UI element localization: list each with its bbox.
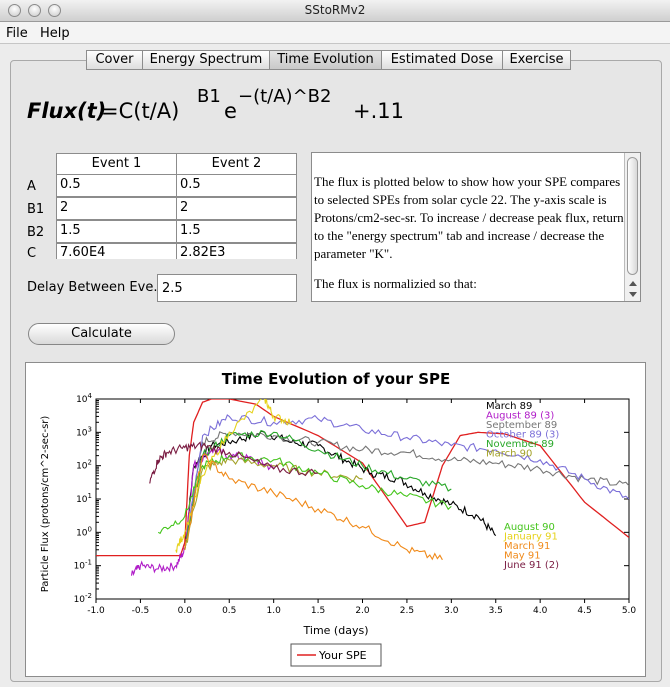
delay-label: Delay Between Eve... [27, 280, 166, 295]
x-tick-label: 1.0 [267, 606, 282, 616]
tab-exercise[interactable]: Exercise [502, 50, 571, 70]
x-tick-label: -1.0 [87, 606, 105, 616]
y-axis-label: Particle Flux (protons/cm^2-sec-sr) [40, 416, 51, 593]
event-label: May 91 [504, 551, 541, 562]
event2-b1-input[interactable]: 2 [176, 197, 297, 220]
plot-frame [95, 398, 630, 600]
chart-legend: Your SPE [290, 643, 382, 667]
menu-bar: File Help [0, 22, 670, 44]
y-tick-label: 10-2 [74, 592, 92, 605]
description-text-area[interactable]: The flux is plotted below to show how yo… [311, 152, 641, 302]
scroll-arrows-icon[interactable] [626, 279, 640, 299]
window-titlebar: SStoRMv2 [0, 0, 670, 22]
y-tick-label: 104 [76, 392, 92, 405]
formula-eq: =C(t/A) [101, 99, 180, 123]
series-september-89 [184, 431, 629, 550]
event-label: September 89 [486, 420, 557, 431]
formula-exp2: −(t/A)^B2 [238, 86, 332, 107]
x-tick-label: 2.5 [400, 606, 414, 616]
x-tick-label: 4.5 [577, 606, 591, 616]
formula-lhs: Flux(t) [27, 99, 107, 123]
time-evolution-chart: Time Evolution of your SPE -1.0 -0.5 0.0 0.… [25, 362, 646, 677]
row-label-c: C [27, 246, 37, 261]
event1-a-input[interactable]: 0.5 [56, 174, 177, 197]
formula-e: e [224, 99, 237, 123]
row-label-b2: B2 [27, 225, 45, 240]
y-tick-label: 103 [76, 425, 92, 438]
event-label: August 89 (3) [486, 411, 554, 422]
series-october-89-3 [184, 414, 629, 550]
flux-formula: Flux(t) =C(t/A) B1 e −(t/A)^B2 +.11 [27, 82, 447, 134]
calculate-button[interactable]: Calculate [28, 323, 175, 345]
description-scrollbar[interactable] [624, 153, 640, 301]
description-paragraph-2: The flux is normalizied so that: [314, 276, 477, 291]
tab-cover[interactable]: Cover [86, 50, 143, 70]
x-tick-label: 0.5 [222, 606, 236, 616]
series-january-91 [175, 399, 292, 553]
y-tick-label: 102 [76, 459, 92, 472]
tab-estimated-dose[interactable]: Estimated Dose [381, 50, 503, 70]
x-axis-label: Time (days) [303, 624, 369, 637]
event1-c-value: 7.60E4 [56, 243, 177, 260]
menu-file[interactable]: File [6, 26, 28, 41]
event2-a-input[interactable]: 0.5 [176, 174, 297, 197]
series-august-90 [157, 452, 452, 535]
event-label: October 89 (3) [486, 430, 559, 441]
col-header-event1: Event 1 [56, 153, 177, 175]
legend-your-spe: Your SPE [318, 649, 367, 662]
x-tick-label: -0.5 [132, 606, 150, 616]
event2-c-value: 2.82E3 [176, 243, 297, 260]
y-tick-label: 101 [76, 492, 92, 505]
x-tick-label: 2.0 [355, 606, 370, 616]
x-tick-label: 4.0 [533, 606, 548, 616]
event-label: March 90 [486, 449, 532, 460]
series-june-91-2 [149, 441, 319, 484]
x-tick-label: 3.5 [489, 606, 503, 616]
row-label-a: A [27, 179, 36, 194]
formula-exp1: B1 [197, 86, 221, 107]
delay-input[interactable]: 2.5 [157, 274, 297, 302]
series-november-89 [184, 429, 452, 550]
zoom-window-button[interactable] [48, 4, 61, 17]
y-tick-label: 100 [76, 525, 92, 538]
window-title: SStoRMv2 [304, 3, 366, 17]
chart-svg: Time Evolution of your SPE -1.0 -0.5 0.0 0.… [40, 370, 637, 667]
x-tick-label: 3.0 [444, 606, 459, 616]
menu-help[interactable]: Help [40, 26, 70, 41]
x-tick-label: 0.0 [178, 606, 193, 616]
tab-energy-spectrum[interactable]: Energy Spectrum [142, 50, 270, 70]
scrollbar-thumb[interactable] [627, 157, 638, 275]
event1-b1-input[interactable]: 2 [56, 197, 177, 220]
close-window-button[interactable] [8, 4, 21, 17]
minimize-window-button[interactable] [28, 4, 41, 17]
tab-time-evolution[interactable]: Time Evolution [269, 50, 382, 70]
x-tick-label: 1.5 [311, 606, 325, 616]
formula-tail: +.11 [353, 99, 404, 123]
event-label: June 91 (2) [503, 560, 559, 571]
event-label: March 91 [504, 541, 550, 552]
description-paragraph-1: The flux is plotted below to show how yo… [314, 174, 624, 261]
event-label: March 89 [486, 401, 532, 412]
x-tick-label: 5.0 [622, 606, 637, 616]
chart-title: Time Evolution of your SPE [222, 370, 451, 388]
tab-bar: Cover Energy Spectrum Time Evolution Est… [86, 50, 571, 70]
series-march-90 [184, 457, 363, 550]
series-march-91 [184, 453, 443, 561]
event2-b2-input[interactable]: 1.5 [176, 220, 297, 243]
event1-b2-input[interactable]: 1.5 [56, 220, 177, 243]
event-label: November 89 [486, 439, 554, 450]
event-label: January 91 [503, 532, 558, 543]
row-label-b1: B1 [27, 202, 45, 217]
series-your-spe [96, 399, 629, 557]
plot-area: -1.0 -0.5 0.0 0.5 1.0 1.5 2.0 2.5 3.0 3.5 4.0 4.5 5.… [74, 392, 637, 616]
y-tick-label: 10-1 [74, 559, 92, 572]
event-label: August 90 [504, 522, 555, 533]
col-header-event2: Event 2 [176, 153, 297, 175]
series-march-89 [184, 430, 497, 550]
